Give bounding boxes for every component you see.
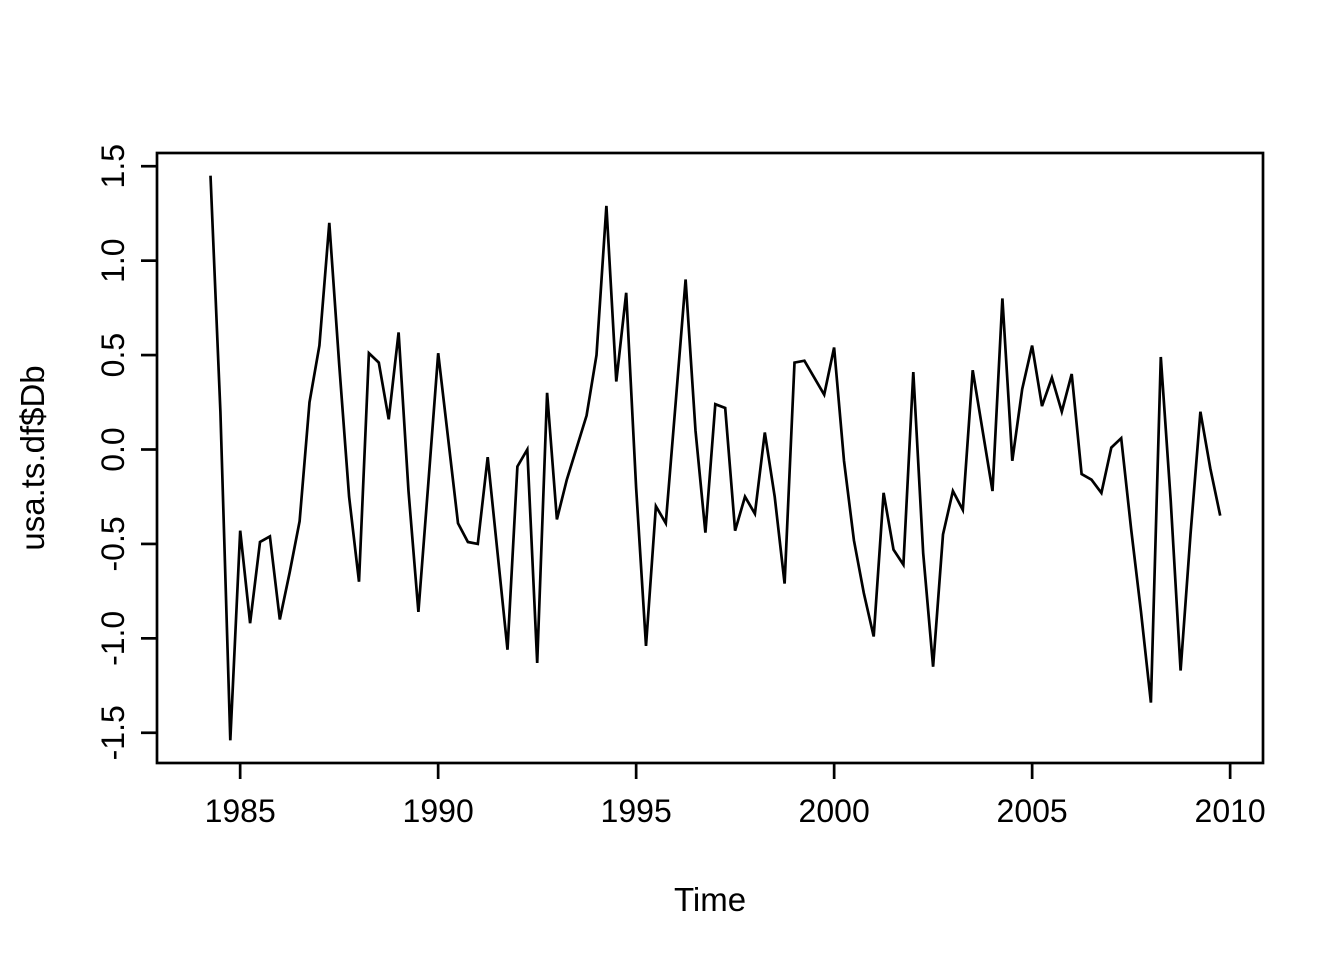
y-tick-label: -0.5 [95, 516, 131, 571]
y-tick-label: 0.0 [95, 427, 131, 471]
y-axis: -1.5 -1.0 -0.5 0.0 0.5 1.0 1.5 [95, 144, 157, 760]
x-tick-label: 1990 [403, 793, 474, 829]
y-tick-label: 0.5 [95, 333, 131, 377]
plot-frame [155, 151, 1265, 765]
y-tick-label: -1.5 [95, 705, 131, 760]
x-axis: 1985 1990 1995 2000 2005 2010 [205, 763, 1266, 829]
y-tick-label: 1.0 [95, 238, 131, 282]
x-tick-label: 1995 [601, 793, 672, 829]
x-tick-label: 1985 [205, 793, 276, 829]
x-tick-label: 2005 [997, 793, 1068, 829]
y-tick-label: 1.5 [95, 144, 131, 188]
y-tick-label: -1.0 [95, 611, 131, 666]
x-tick-label: 2010 [1195, 793, 1266, 829]
series-line [209, 175, 1222, 741]
x-tick-label: 2000 [799, 793, 870, 829]
y-axis-title: usa.ts.df$Db [14, 365, 51, 550]
x-axis-title: Time [674, 881, 746, 918]
